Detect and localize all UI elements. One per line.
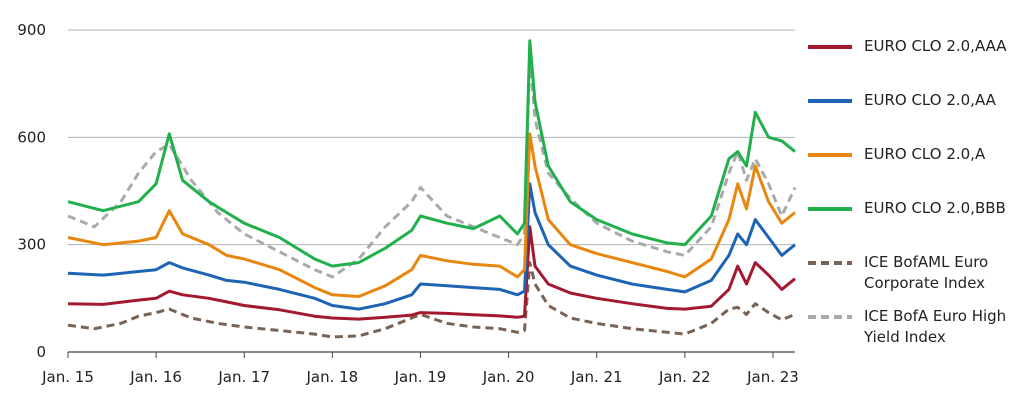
gridlines (68, 29, 795, 246)
legend-swatch (808, 153, 852, 157)
x-tick-label: Jan. 16 (129, 368, 182, 386)
legend-swatch (808, 45, 852, 49)
legend-swatch (808, 207, 852, 211)
legend-label: EURO CLO 2.0,AAA (864, 37, 1007, 55)
legend-item: ICE BofAML Euro Corporate Index (808, 252, 1013, 306)
legend-label: ICE BofA Euro High Yield Index (864, 307, 1007, 346)
y-axis-tick-labels: 0 300 600 900 (17, 21, 46, 361)
x-tick-label: Jan. 15 (41, 368, 94, 386)
legend-swatch (808, 99, 852, 103)
legend-item: EURO CLO 2.0,AAA (808, 36, 1013, 90)
x-tick-label: Jan. 17 (217, 368, 270, 386)
legend-label: EURO CLO 2.0,BBB (864, 199, 1006, 217)
x-tick-label: Jan. 23 (746, 368, 799, 386)
series-line (67, 182, 796, 311)
series-line (67, 132, 796, 298)
series-line (67, 53, 797, 279)
legend: EURO CLO 2.0,AAA EURO CLO 2.0,AA EURO CL… (808, 36, 1013, 360)
legend-item: EURO CLO 2.0,AA (808, 90, 1013, 144)
legend-item: EURO CLO 2.0,BBB (808, 198, 1013, 252)
x-axis: Jan. 15 Jan. 16 Jan. 17 Jan. 18 Jan. 19 Jan. … (41, 351, 799, 386)
y-tick-label: 900 (17, 21, 46, 39)
series-line (67, 225, 796, 321)
legend-label: EURO CLO 2.0,AA (864, 91, 996, 109)
legend-swatch (808, 261, 852, 265)
legend-item: EURO CLO 2.0,A (808, 144, 1013, 198)
y-tick-label: 0 (36, 343, 46, 361)
x-tick-label: Jan. 20 (482, 368, 535, 386)
x-tick-label: Jan. 18 (305, 368, 358, 386)
series-lines (67, 39, 797, 339)
x-tick-label: Jan. 21 (570, 368, 623, 386)
legend-label: ICE BofAML Euro Corporate Index (864, 253, 989, 292)
y-tick-label: 300 (17, 236, 46, 254)
legend-swatch (808, 315, 852, 319)
series-line (67, 39, 796, 268)
x-tick-label: Jan. 19 (394, 368, 447, 386)
legend-label: EURO CLO 2.0,A (864, 145, 986, 163)
x-tick-label: Jan. 22 (658, 368, 711, 386)
series-line (67, 261, 796, 339)
y-tick-label: 600 (17, 128, 46, 146)
legend-item: ICE BofA Euro High Yield Index (808, 306, 1013, 360)
